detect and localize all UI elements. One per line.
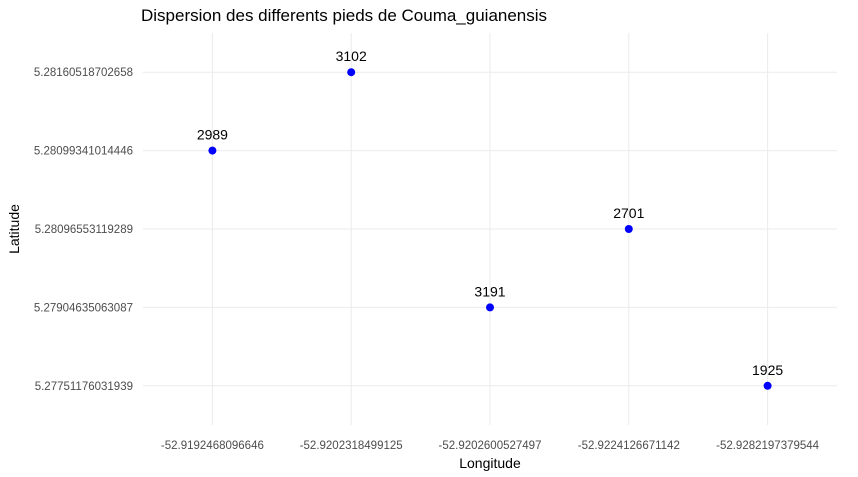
data-points	[208, 68, 772, 390]
y-tick-label: 5.27751176031939	[35, 381, 133, 393]
y-axis-title: Latitude	[6, 204, 22, 254]
y-tick-label: 5.28160518702658	[34, 67, 133, 79]
data-point	[763, 381, 772, 390]
grid-lines	[143, 33, 837, 425]
y-tick-label: 5.28099341014446	[34, 146, 133, 158]
chart-title: Dispersion des differents pieds de Couma…	[141, 6, 548, 25]
x-tick-label: -52.9202600527497	[439, 440, 542, 452]
x-tick-label: -52.9282197379544	[716, 440, 820, 452]
x-tick-labels: -52.9192468096646 -52.9202318499125 -52.92…	[161, 440, 820, 452]
data-labels: 2989 3102 3191 2701 1925	[197, 48, 784, 378]
data-label: 2701	[613, 205, 644, 221]
data-label: 3102	[336, 48, 367, 64]
data-label: 2989	[197, 127, 228, 143]
y-tick-label: 5.28096553119289	[35, 224, 133, 236]
data-label: 3191	[474, 283, 505, 299]
data-point	[624, 225, 633, 233]
data-label: 1925	[752, 362, 783, 378]
x-tick-label: -52.9192468096646	[161, 440, 264, 452]
x-tick-label: -52.9202318499125	[300, 440, 403, 452]
data-point	[347, 68, 356, 77]
data-point	[208, 146, 217, 155]
y-tick-labels: 5.27751176031939 5.27904635063087 5.280965…	[34, 67, 133, 393]
x-tick-label: -52.9224126671142	[578, 440, 680, 452]
x-axis-title: Longitude	[459, 455, 521, 471]
y-tick-label: 5.27904635063087	[34, 302, 133, 314]
data-point	[486, 303, 494, 312]
